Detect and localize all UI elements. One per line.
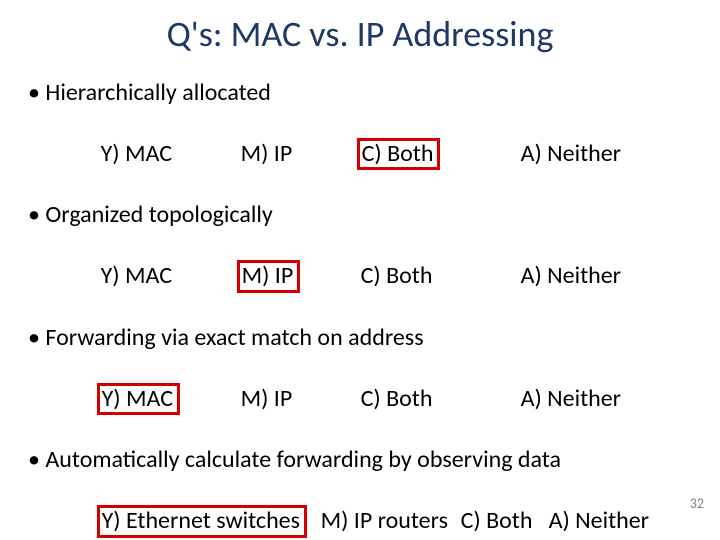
page-number: 32 xyxy=(690,495,704,512)
question-1: Hierarchically allocated Y) MACM) IPC) B… xyxy=(28,78,700,200)
option-c: C) Both xyxy=(361,384,521,414)
option-a: A) Neither xyxy=(521,261,622,291)
question-4: Automatically calculate forwarding by ob… xyxy=(28,445,700,540)
option-y: Y) MAC xyxy=(101,383,241,415)
option-a: A) Neither xyxy=(521,139,622,169)
answer-box: M) IP xyxy=(237,260,301,292)
question-prompt: Organized topologically xyxy=(28,200,700,230)
option-m: M) IP xyxy=(241,260,361,292)
option-c: C) Both xyxy=(361,138,521,170)
question-prompt: Hierarchically allocated xyxy=(28,78,700,108)
question-options: Y) MACM) IPC) BothA) Neither xyxy=(28,230,700,322)
question-3: Forwarding via exact match on address Y)… xyxy=(28,323,700,445)
option-c: C) Both xyxy=(461,506,549,536)
question-options: Y) Ethernet switchesM) IP routersC) Both… xyxy=(28,475,700,540)
question-prompt: Automatically calculate forwarding by ob… xyxy=(28,445,700,475)
option-a: A) Neither xyxy=(549,506,650,536)
question-prompt: Forwarding via exact match on address xyxy=(28,323,700,353)
option-c: C) Both xyxy=(361,261,521,291)
question-options: Y) MACM) IPC) BothA) Neither xyxy=(28,108,700,200)
slide-title: Q's: MAC vs. IP Addressing xyxy=(0,12,720,56)
question-2: Organized topologically Y) MACM) IPC) Bo… xyxy=(28,200,700,322)
option-y: Y) Ethernet switches xyxy=(101,505,321,537)
option-m: M) IP routers xyxy=(321,506,461,536)
answer-box: Y) MAC xyxy=(97,383,180,415)
option-y: Y) MAC xyxy=(101,261,241,291)
option-m: M) IP xyxy=(241,139,361,169)
answer-box: Y) Ethernet switches xyxy=(97,505,307,537)
option-a: A) Neither xyxy=(521,384,622,414)
question-list: Hierarchically allocated Y) MACM) IPC) B… xyxy=(28,78,700,540)
option-y: Y) MAC xyxy=(101,139,241,169)
answer-box: C) Both xyxy=(357,138,441,170)
question-options: Y) MACM) IPC) BothA) Neither xyxy=(28,353,700,445)
option-m: M) IP xyxy=(241,384,361,414)
